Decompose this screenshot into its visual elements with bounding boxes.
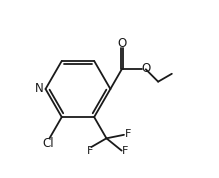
Text: O: O [117, 37, 126, 50]
Text: N: N [35, 82, 44, 95]
Text: F: F [122, 146, 129, 156]
Text: F: F [125, 129, 131, 139]
Text: O: O [141, 62, 150, 75]
Text: Cl: Cl [43, 137, 55, 150]
Text: F: F [87, 146, 93, 156]
